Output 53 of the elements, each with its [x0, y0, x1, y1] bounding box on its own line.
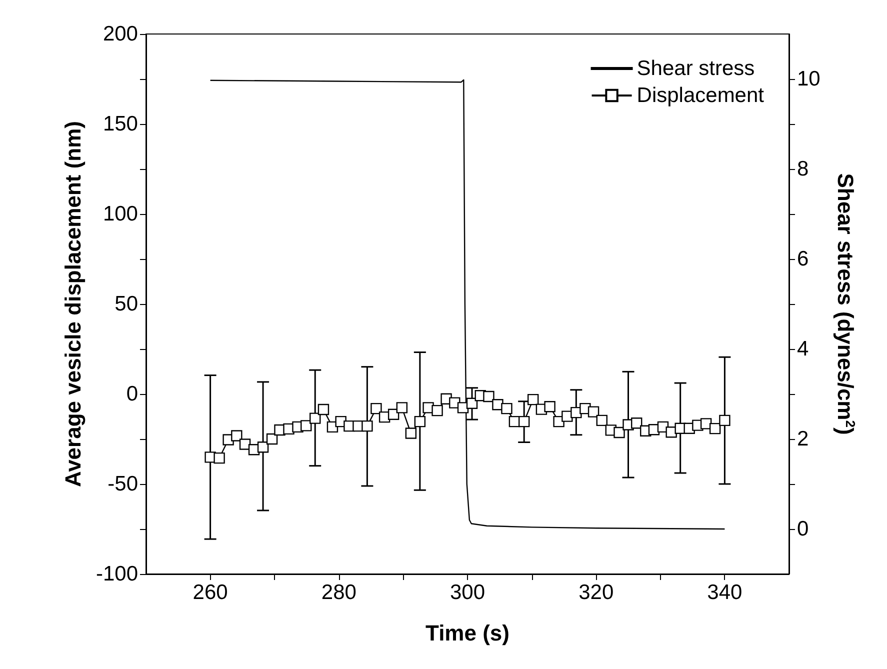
- x-tick-label: 260: [192, 581, 228, 604]
- point: [318, 404, 330, 416]
- point: [310, 412, 321, 424]
- legend-label: Displacement: [636, 84, 764, 107]
- x-tick-label: 320: [578, 581, 614, 604]
- point: [457, 402, 469, 414]
- point: [614, 426, 625, 438]
- point: [266, 433, 278, 445]
- x-axis-title: Time (s): [426, 620, 510, 646]
- point: [405, 428, 417, 439]
- y2-axis-title: Shear stress (dynes/cm2): [833, 173, 858, 435]
- point: [700, 418, 712, 430]
- point: [432, 404, 443, 416]
- x-tick-label: 340: [707, 581, 742, 604]
- y-tick-label: 50: [114, 292, 138, 316]
- y2-tick-label: 0: [797, 518, 809, 540]
- x-tick-label: 280: [321, 581, 356, 604]
- point: [466, 398, 478, 409]
- point: [588, 406, 600, 418]
- point: [483, 390, 494, 402]
- point: [631, 418, 642, 429]
- y-axis-title: Average vesicle displacement (nm): [60, 120, 86, 488]
- point: [396, 402, 408, 414]
- point: [239, 438, 251, 450]
- point: [562, 410, 573, 422]
- point: [388, 408, 400, 420]
- point: [370, 402, 382, 414]
- y-tick-label: 200: [102, 22, 138, 46]
- point: [231, 430, 242, 442]
- point: [527, 394, 539, 406]
- y2-tick-label: 2: [797, 428, 809, 450]
- point: [300, 420, 312, 432]
- point: [518, 416, 530, 428]
- y-tick-label: -100: [96, 562, 138, 586]
- point: [709, 422, 721, 434]
- point: [257, 442, 269, 453]
- point: [362, 420, 373, 432]
- y2-tick-label: 6: [797, 248, 809, 270]
- point: [214, 452, 225, 464]
- point: [596, 414, 608, 426]
- legend-label: Shear stress: [636, 57, 755, 80]
- x-tick-label: 300: [450, 581, 486, 604]
- y-tick-label: -50: [108, 472, 138, 496]
- y2-tick-label: 8: [797, 158, 809, 180]
- point: [414, 416, 426, 428]
- y-tick-label: 100: [102, 202, 138, 226]
- y-tick-label: 150: [102, 112, 138, 136]
- point: [544, 401, 556, 412]
- y2-tick-label: 10: [797, 68, 820, 90]
- point: [719, 414, 730, 426]
- point: [501, 402, 512, 414]
- y-tick-label: 0: [126, 382, 138, 406]
- y2-tick-label: 4: [797, 338, 809, 360]
